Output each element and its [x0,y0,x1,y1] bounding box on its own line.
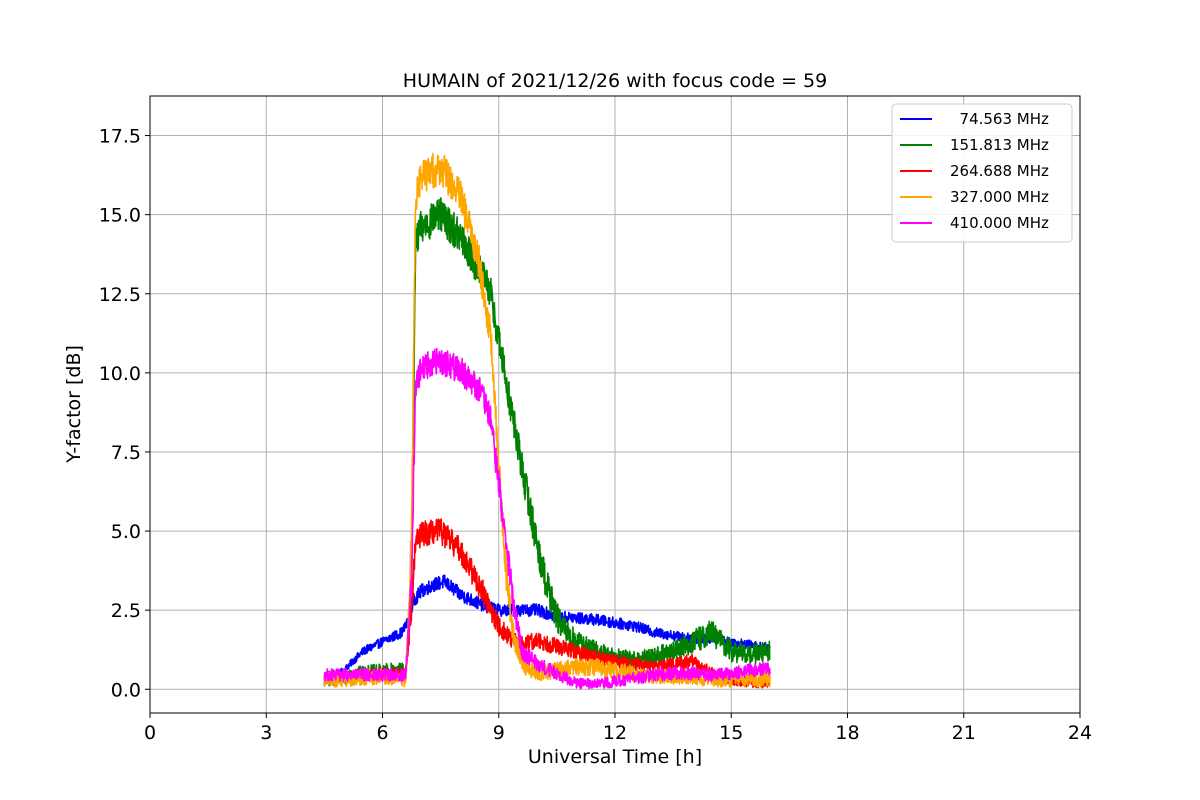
chart-title: HUMAIN of 2021/12/26 with focus code = 5… [403,70,827,92]
y-axis-label: Y-factor [dB] [63,345,85,464]
series-lines [323,152,771,690]
x-axis-label: Universal Time [h] [528,746,702,768]
legend-label: 264.688 MHz [950,162,1049,180]
x-axis: 0 3 6 9 12 15 18 21 24 [144,713,1092,744]
series-line [323,518,771,689]
y-tick-label: 12.5 [99,284,141,306]
y-tick-label: 17.5 [99,126,141,148]
x-tick-label: 18 [835,722,859,744]
x-tick-label: 0 [144,722,156,744]
legend-label: 327.000 MHz [950,188,1049,206]
x-tick-label: 3 [260,722,272,744]
plot-area [323,152,771,690]
x-tick-label: 9 [493,722,505,744]
legend-label: 74.563 MHz [950,110,1049,128]
x-tick-label: 12 [603,722,627,744]
series-line [323,347,771,690]
y-tick-label: 7.5 [111,442,141,464]
x-tick-label: 6 [376,722,388,744]
x-tick-label: 21 [952,722,976,744]
y-tick-label: 5.0 [111,521,141,543]
y-tick-label: 10.0 [99,363,141,385]
legend-label: 410.000 MHz [950,214,1049,232]
y-tick-label: 2.5 [111,600,141,622]
legend-box [891,103,1073,243]
x-tick-label: 15 [719,722,743,744]
y-axis: 0.0 2.5 5.0 7.5 10.0 12.5 15.0 17.5 [99,126,150,701]
x-tick-label: 24 [1068,722,1092,744]
legend-label: 151.813 MHz [950,136,1049,154]
legend: 74.563 MHz 151.813 MHz 264.688 MHz 327.000 … [891,103,1073,243]
y-tick-label: 15.0 [99,205,141,227]
y-tick-label: 0.0 [111,679,141,701]
